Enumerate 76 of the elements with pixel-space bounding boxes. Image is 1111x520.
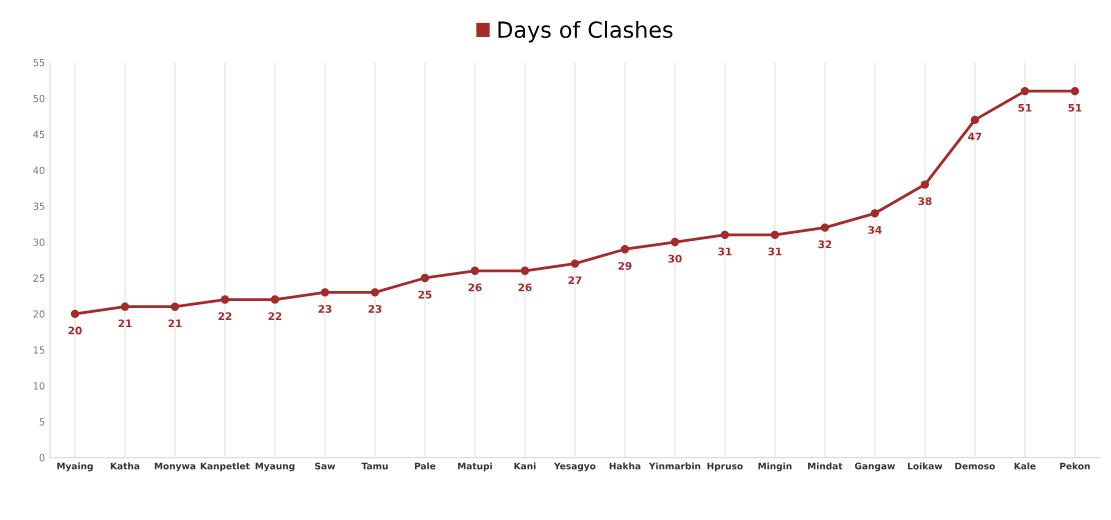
point <box>1020 86 1030 96</box>
x-tick-label: Hakha <box>609 462 641 470</box>
data-label: 51 <box>1018 103 1032 112</box>
x-tick-label: Saw <box>315 462 336 470</box>
point <box>370 288 380 297</box>
y-tick-label: 40 <box>33 166 45 175</box>
x-tick-label: Gangaw <box>854 462 896 472</box>
x-tick-label: Pale <box>414 462 436 470</box>
data-label: 27 <box>568 276 582 285</box>
data-label: 23 <box>368 305 382 313</box>
point <box>670 237 680 247</box>
point <box>470 266 480 275</box>
point <box>270 295 280 304</box>
data-label: 21 <box>118 319 132 328</box>
data-label: 22 <box>268 312 282 320</box>
data-label: 23 <box>318 305 332 313</box>
x-tick-label: Pekon <box>1060 462 1090 470</box>
y-tick-label: 50 <box>33 94 45 103</box>
data-label: 38 <box>918 197 932 206</box>
y-tick-label: 35 <box>33 202 45 210</box>
legend-label: Days of Clashes <box>498 20 673 43</box>
y-tick-label: 5 <box>39 418 45 426</box>
x-tick-label: Katha <box>110 462 140 470</box>
y-tick-label: 15 <box>33 346 45 354</box>
x-tick-label: Matupi <box>458 462 492 472</box>
point <box>870 209 880 218</box>
data-label: 20 <box>68 326 82 335</box>
x-tick-label: Mingin <box>758 462 792 472</box>
data-label: 31 <box>718 247 732 256</box>
x-tick-label: Kani <box>514 462 536 470</box>
x-tick-label: Monywa <box>154 462 196 472</box>
point <box>70 309 80 319</box>
y-tick-label: 45 <box>33 130 45 139</box>
point <box>620 245 630 254</box>
point <box>520 266 530 275</box>
data-label: 21 <box>168 319 182 328</box>
y-tick-label: 55 <box>33 59 45 67</box>
data-label: 26 <box>518 283 532 292</box>
x-tick-label: Kanpetlet <box>200 462 250 472</box>
data-label: 22 <box>218 312 232 320</box>
x-tick-label: Myaing <box>57 462 93 472</box>
data-label: 51 <box>1068 103 1082 112</box>
data-label: 25 <box>418 290 432 299</box>
point <box>1070 86 1080 96</box>
x-tick-label: Demoso <box>955 462 995 470</box>
y-tick-label: 20 <box>33 310 45 318</box>
point <box>420 273 430 283</box>
point <box>320 288 330 297</box>
x-tick-label: Yinmarbin <box>648 462 701 470</box>
point <box>770 230 780 240</box>
point <box>120 302 130 311</box>
x-tick-label: Myaung <box>255 462 295 472</box>
data-label: 32 <box>818 240 832 249</box>
data-label: 30 <box>668 254 682 263</box>
x-tick-label: Loikaw <box>907 462 943 470</box>
x-tick-label: Yesagyo <box>553 462 596 472</box>
x-tick-label: Tamu <box>361 462 388 470</box>
y-tick-label: 30 <box>33 238 45 246</box>
point <box>820 223 830 232</box>
data-label: 47 <box>968 132 982 141</box>
x-tick-label: Hpruso <box>707 462 743 472</box>
y-tick-label: 10 <box>33 382 45 390</box>
y-tick-label: 25 <box>33 274 45 282</box>
data-label: 34 <box>868 225 882 234</box>
point <box>570 259 580 268</box>
data-label: 29 <box>618 261 632 270</box>
point <box>920 180 930 189</box>
data-label: 26 <box>468 283 482 292</box>
point <box>170 302 180 311</box>
y-tick-label: 0 <box>39 454 45 462</box>
point <box>720 230 730 240</box>
x-tick-label: Kale <box>1014 462 1036 470</box>
point <box>220 295 230 304</box>
x-tick-label: Mindat <box>808 462 843 470</box>
data-label: 31 <box>768 247 782 256</box>
point <box>970 115 980 125</box>
